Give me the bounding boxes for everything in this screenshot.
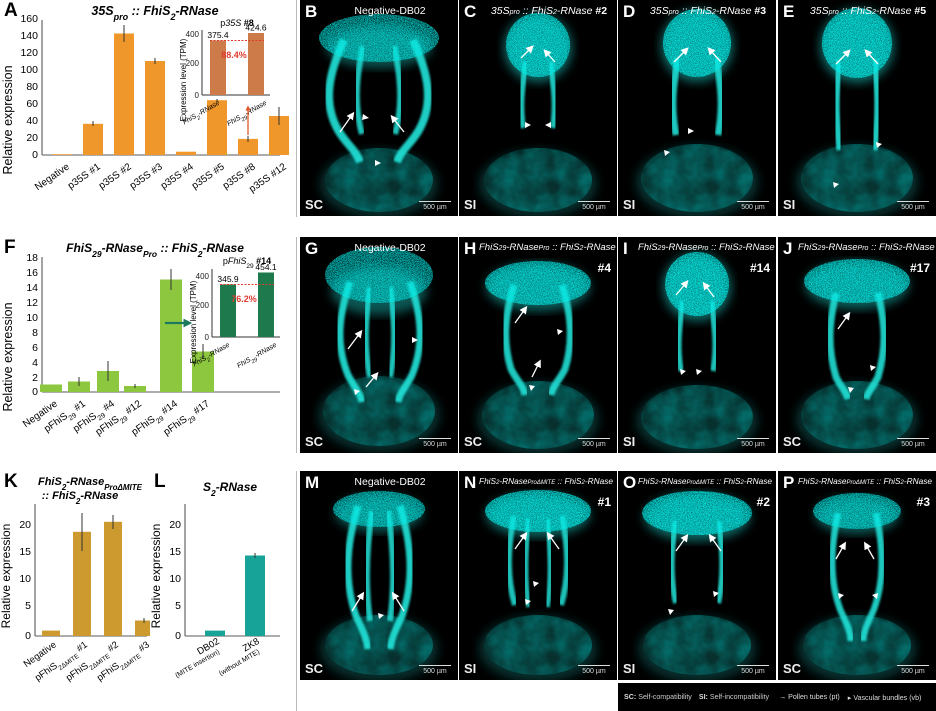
svg-text:Relative expression: Relative expression <box>0 524 13 629</box>
svg-text:8: 8 <box>32 327 38 339</box>
svg-text:60: 60 <box>26 98 38 110</box>
svg-text:S2-RNase: S2-RNase <box>203 480 257 498</box>
svg-text:10: 10 <box>26 312 38 324</box>
svg-text:0: 0 <box>32 386 38 398</box>
svg-text:120: 120 <box>20 47 38 59</box>
svg-text:400: 400 <box>196 272 210 281</box>
svg-text:80: 80 <box>26 81 38 93</box>
svg-text:100: 100 <box>20 64 38 76</box>
svg-text:Relative expression: Relative expression <box>1 65 15 174</box>
svg-text:76.2%: 76.2% <box>231 294 257 304</box>
svg-text:10: 10 <box>19 573 31 585</box>
svg-text:Negative: Negative <box>33 161 72 193</box>
svg-text:p35S #1: p35S #1 <box>66 161 103 192</box>
svg-text:454.1: 454.1 <box>255 262 277 272</box>
svg-text:Relative expression: Relative expression <box>1 302 15 411</box>
svg-text:16: 16 <box>26 267 38 279</box>
svg-text::: FhiS2-RNase: :: FhiS2-RNase <box>42 490 119 506</box>
svg-text:p35S #2: p35S #2 <box>97 161 134 192</box>
svg-text:20: 20 <box>19 519 31 531</box>
svg-text:35Spro :: FhiS2-RNase: 35Spro :: FhiS2-RNase <box>91 4 218 22</box>
svg-text:20: 20 <box>169 519 181 531</box>
svg-text:12: 12 <box>26 297 38 309</box>
svg-text:p35S #5: p35S #5 <box>190 161 227 192</box>
svg-text:14: 14 <box>26 282 38 294</box>
svg-text:40: 40 <box>26 115 38 127</box>
svg-text:p35S #3: p35S #3 <box>128 161 165 192</box>
svg-text:0: 0 <box>205 333 210 342</box>
svg-text:15: 15 <box>169 546 181 558</box>
svg-text:400: 400 <box>186 30 200 39</box>
svg-text:FhiS29-RNasePro :: FhiS2-RNase: FhiS29-RNasePro :: FhiS2-RNase <box>66 241 244 259</box>
svg-text:0: 0 <box>175 630 181 642</box>
svg-text:10: 10 <box>169 573 181 585</box>
svg-text:0: 0 <box>195 91 200 100</box>
svg-text:345.9: 345.9 <box>217 274 239 284</box>
svg-text:424.6: 424.6 <box>245 23 267 33</box>
svg-text:15: 15 <box>19 546 31 558</box>
svg-text:5: 5 <box>175 600 181 612</box>
svg-text:18: 18 <box>26 252 38 264</box>
svg-text:140: 140 <box>20 30 38 42</box>
svg-text:2: 2 <box>32 372 38 384</box>
svg-text:5: 5 <box>25 600 31 612</box>
svg-text:160: 160 <box>20 13 38 25</box>
svg-text:375.4: 375.4 <box>207 30 229 40</box>
svg-text:Relative expression: Relative expression <box>150 524 163 629</box>
svg-text:0: 0 <box>32 149 38 161</box>
svg-text:FhiS29-RNase: FhiS29-RNase <box>236 342 279 373</box>
svg-text:4: 4 <box>32 357 38 369</box>
svg-text:6: 6 <box>32 342 38 354</box>
svg-text:0: 0 <box>25 630 31 642</box>
svg-text:88.4%: 88.4% <box>221 50 247 60</box>
svg-text:Expression level (TPM): Expression level (TPM) <box>189 280 198 363</box>
svg-text:20: 20 <box>26 132 38 144</box>
svg-text:(without MITE): (without MITE) <box>218 649 261 678</box>
svg-text:p35S #4: p35S #4 <box>159 161 196 192</box>
svg-text:Expression level (TPM): Expression level (TPM) <box>179 38 188 121</box>
